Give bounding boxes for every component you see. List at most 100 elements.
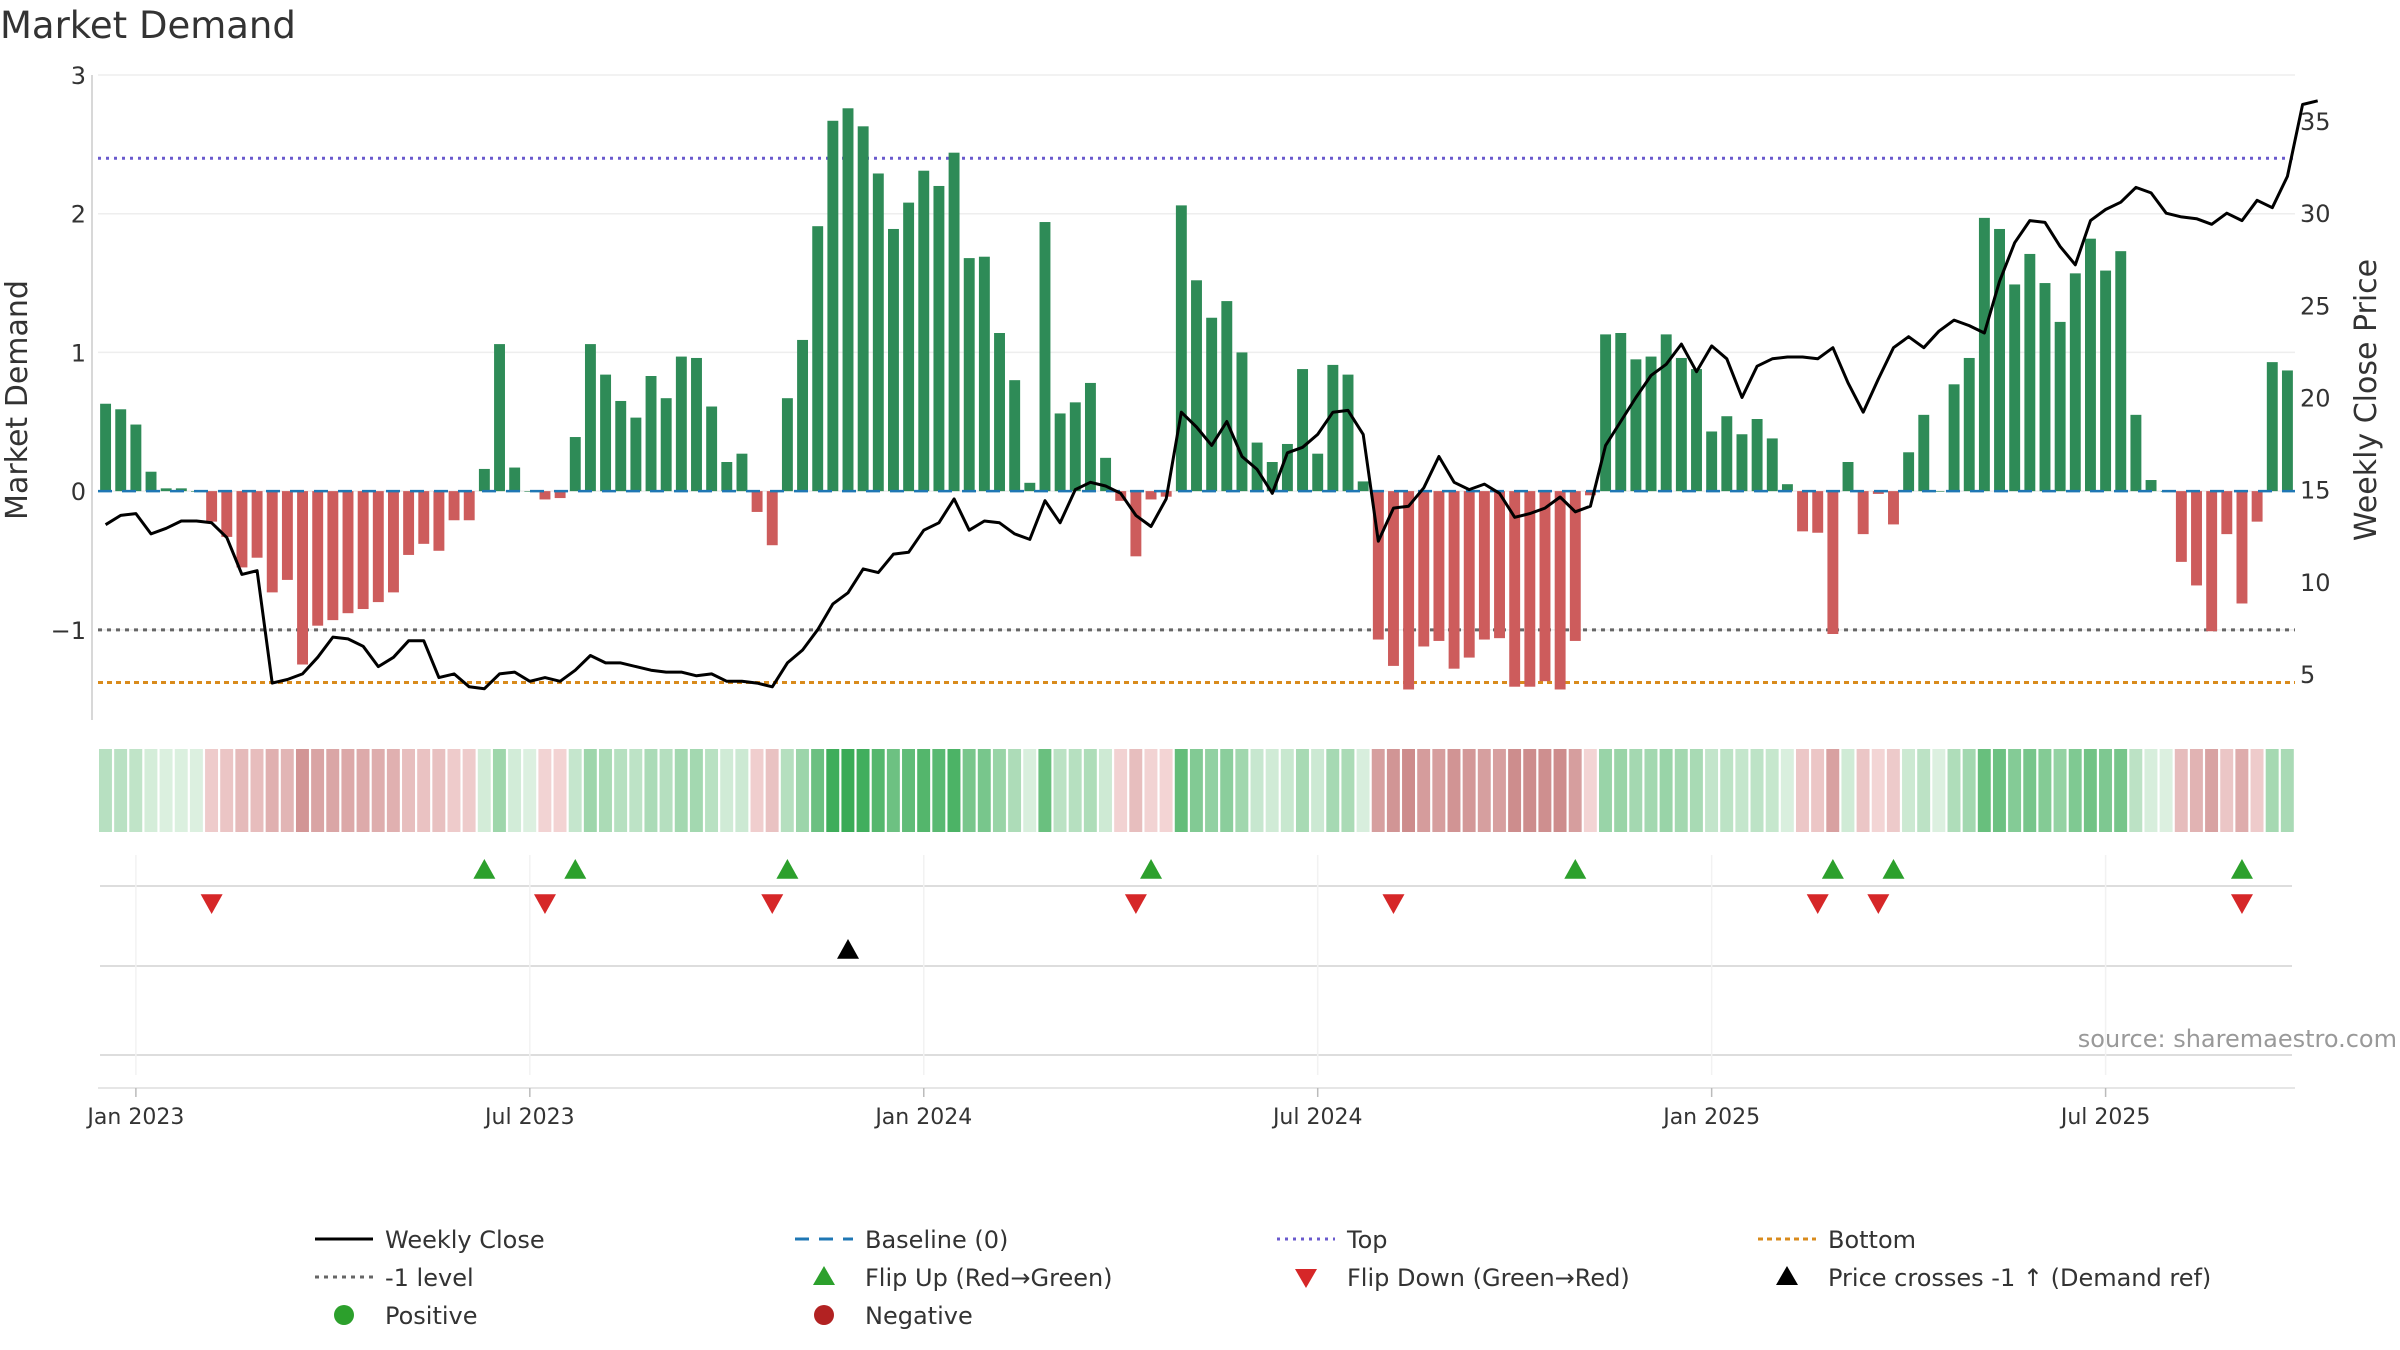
demand-bar	[1963, 357, 1975, 492]
demand-bar	[1584, 491, 1596, 496]
heat-cell	[1235, 749, 1249, 832]
demand-bar	[266, 491, 278, 593]
heat-cell	[114, 749, 128, 832]
demand-bar	[1524, 491, 1536, 687]
demand-bar	[2100, 270, 2112, 492]
heat-cell	[220, 749, 234, 832]
demand-bar	[721, 462, 733, 492]
demand-bar	[1024, 482, 1036, 492]
left-tick-label: 2	[71, 201, 86, 229]
heat-cell	[2053, 749, 2067, 832]
heat-cell	[326, 749, 340, 832]
demand-bar	[236, 491, 248, 568]
demand-bar	[1797, 491, 1809, 532]
demand-bar	[554, 491, 566, 499]
flip-down-marker	[1124, 894, 1147, 914]
heat-cell	[583, 749, 597, 832]
heat-cell	[1614, 749, 1628, 832]
demand-bar	[1312, 453, 1324, 492]
demand-bar	[100, 403, 112, 492]
demand-bar	[660, 398, 672, 492]
heat-cell	[2099, 749, 2112, 832]
legend-item: Positive	[334, 1302, 478, 1330]
heat-cell	[1174, 749, 1188, 832]
heat-cell	[1144, 749, 1158, 832]
heat-cell	[1402, 749, 1415, 832]
demand-bar	[1827, 491, 1839, 634]
demand-bar	[418, 491, 430, 544]
demand-bar	[1463, 491, 1475, 658]
legend-item: -1 level	[315, 1264, 474, 1292]
demand-bar	[1403, 491, 1415, 690]
right-tick-label: 10	[2300, 569, 2331, 597]
heat-cell	[386, 749, 400, 832]
flip-up-marker	[564, 859, 587, 879]
demand-bar	[1675, 357, 1687, 492]
heat-cell	[2265, 749, 2279, 832]
demand-bar	[448, 491, 460, 521]
demand-bar	[1039, 222, 1051, 492]
heat-cell	[1644, 749, 1658, 832]
heat-cell	[568, 749, 582, 832]
heat-cell	[523, 749, 537, 832]
chart-title: Market Demand	[0, 4, 296, 47]
demand-bar	[994, 333, 1005, 492]
heat-cell	[1492, 749, 1506, 832]
heat-cell	[1099, 749, 1112, 832]
heat-cell	[371, 749, 385, 832]
demand-bar	[751, 491, 763, 512]
demand-bar	[933, 185, 945, 492]
flip-down-marker	[2230, 894, 2253, 914]
demand-bar	[1372, 491, 1384, 640]
demand-bar	[1509, 491, 1521, 687]
demand-bar	[615, 400, 627, 492]
legend-label: Negative	[865, 1302, 973, 1330]
heat-cell	[1841, 749, 1855, 832]
legend-item: Flip Down (Green→Red)	[1295, 1264, 1630, 1292]
demand-bar	[1221, 301, 1233, 492]
flip-down-marker	[761, 894, 784, 914]
heat-cell	[1629, 749, 1643, 832]
demand-bar	[2115, 251, 2127, 492]
flip-up-marker	[1564, 859, 1587, 879]
heat-cell	[1326, 749, 1340, 832]
heat-cell	[856, 749, 870, 832]
demand-bar	[297, 491, 309, 665]
legend: Weekly Close Baseline (0) Top Bottom -1 leve…	[315, 1226, 2211, 1330]
legend-swatch-negative	[814, 1305, 834, 1325]
heat-cell	[189, 749, 203, 832]
demand-bar	[145, 471, 157, 492]
demand-bar	[1888, 491, 1899, 525]
left-axis-label: Market Demand	[0, 280, 35, 520]
heat-cell	[977, 749, 991, 832]
heat-cell	[1856, 749, 1870, 832]
demand-bar	[1448, 491, 1460, 669]
demand-bar	[1600, 334, 1612, 492]
heat-cell	[962, 749, 976, 832]
heat-cell	[1038, 749, 1052, 832]
heat-cell	[417, 749, 431, 832]
heat-cell	[614, 749, 628, 832]
event-markers	[98, 855, 2295, 1089]
demand-bar	[2145, 480, 2157, 492]
heat-cell	[1977, 749, 1991, 832]
heat-cell	[462, 749, 476, 832]
demand-bar	[1069, 402, 1081, 492]
heat-cell	[553, 749, 567, 832]
heat-cell	[1129, 749, 1143, 832]
heat-cell	[1023, 749, 1037, 832]
heat-cell	[2114, 749, 2128, 832]
demand-bar	[2039, 283, 2051, 492]
heat-cell	[1705, 749, 1719, 832]
heat-cell	[1386, 749, 1400, 832]
heat-cell	[886, 749, 900, 832]
demand-bar	[281, 491, 293, 580]
demand-bar	[1903, 452, 1915, 492]
legend-label: Bottom	[1828, 1226, 1916, 1254]
demand-bar	[1342, 374, 1354, 492]
heat-cell	[1295, 749, 1309, 832]
demand-bar	[1418, 491, 1430, 647]
demand-bar	[948, 152, 960, 492]
demand-bar	[160, 488, 172, 492]
